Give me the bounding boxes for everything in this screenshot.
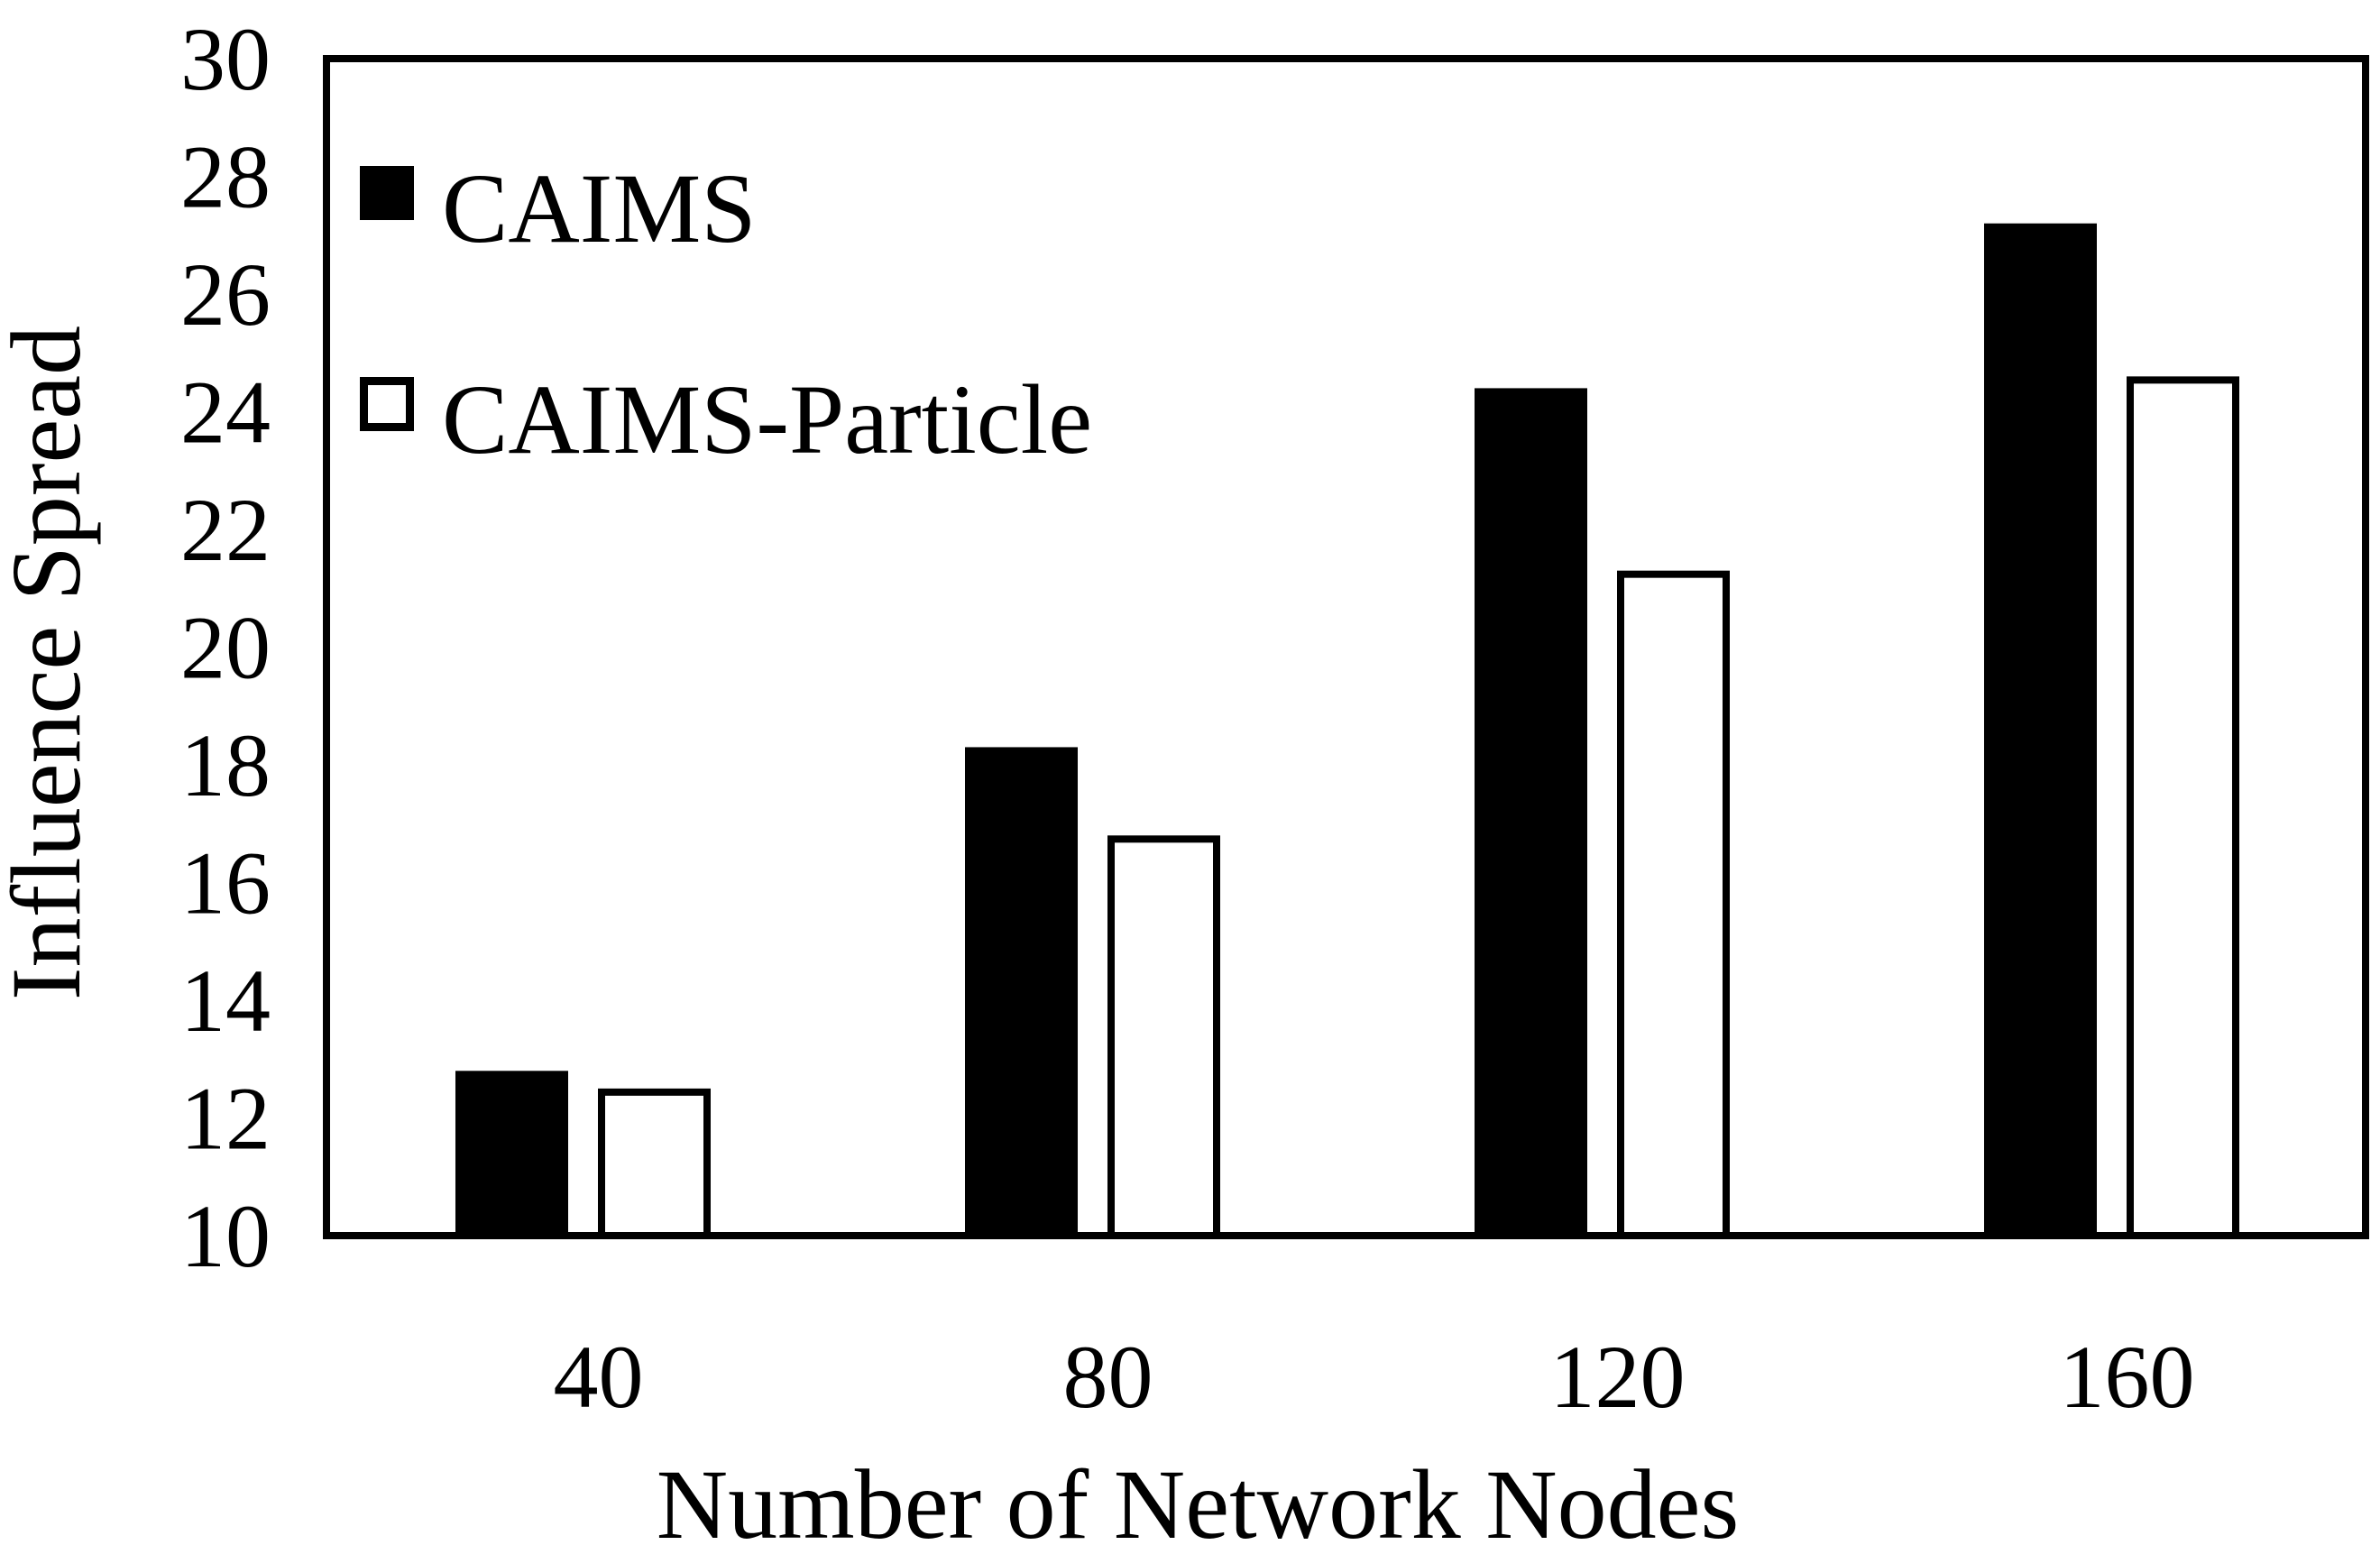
y-tick-label: 10 [180,1186,271,1286]
y-tick-label: 12 [180,1069,271,1169]
x-tick-label: 40 [554,1327,644,1427]
bars-layer [455,223,2239,1240]
y-tick-label: 30 [180,9,271,109]
legend-swatch-caims-particle [360,377,414,431]
y-tick-label: 20 [180,598,271,698]
y-axis-label: Influence Spread [0,326,101,1000]
y-tick-labels: 10 12 14 16 18 20 22 24 26 28 30 [180,9,271,1286]
bar-caims-40 [455,1071,568,1236]
y-tick-label: 14 [180,951,271,1051]
bar-caims-particle-160 [2127,376,2239,1240]
legend-swatch-caims [360,166,414,220]
y-tick-label: 28 [180,127,271,227]
legend-label-caims-particle: CAIMS-Particle [442,364,1092,474]
bar-caims-80 [965,747,1078,1236]
bar-caims-particle-40 [598,1088,711,1239]
legend-label-caims: CAIMS [442,153,756,263]
y-tick-label: 24 [180,363,271,463]
plot-frame [323,55,2369,1239]
legend: CAIMS CAIMS-Particle [360,153,1092,474]
bar-caims-160 [1984,223,2097,1237]
x-tick-label: 80 [1063,1327,1153,1427]
x-tick-label: 160 [2060,1327,2195,1427]
x-axis-label: Number of Network Nodes [657,1449,1740,1545]
x-tick-labels: 40 80 120 160 [554,1327,2195,1427]
bar-caims-particle-80 [1107,835,1220,1239]
y-tick-label: 26 [180,244,271,345]
y-tick-label: 22 [180,480,271,580]
y-tick-label: 16 [180,833,271,933]
bar-caims-120 [1475,388,1587,1236]
y-tick-label: 18 [180,715,271,815]
x-tick-label: 120 [1550,1327,1686,1427]
bar-caims-particle-120 [1617,570,1730,1239]
